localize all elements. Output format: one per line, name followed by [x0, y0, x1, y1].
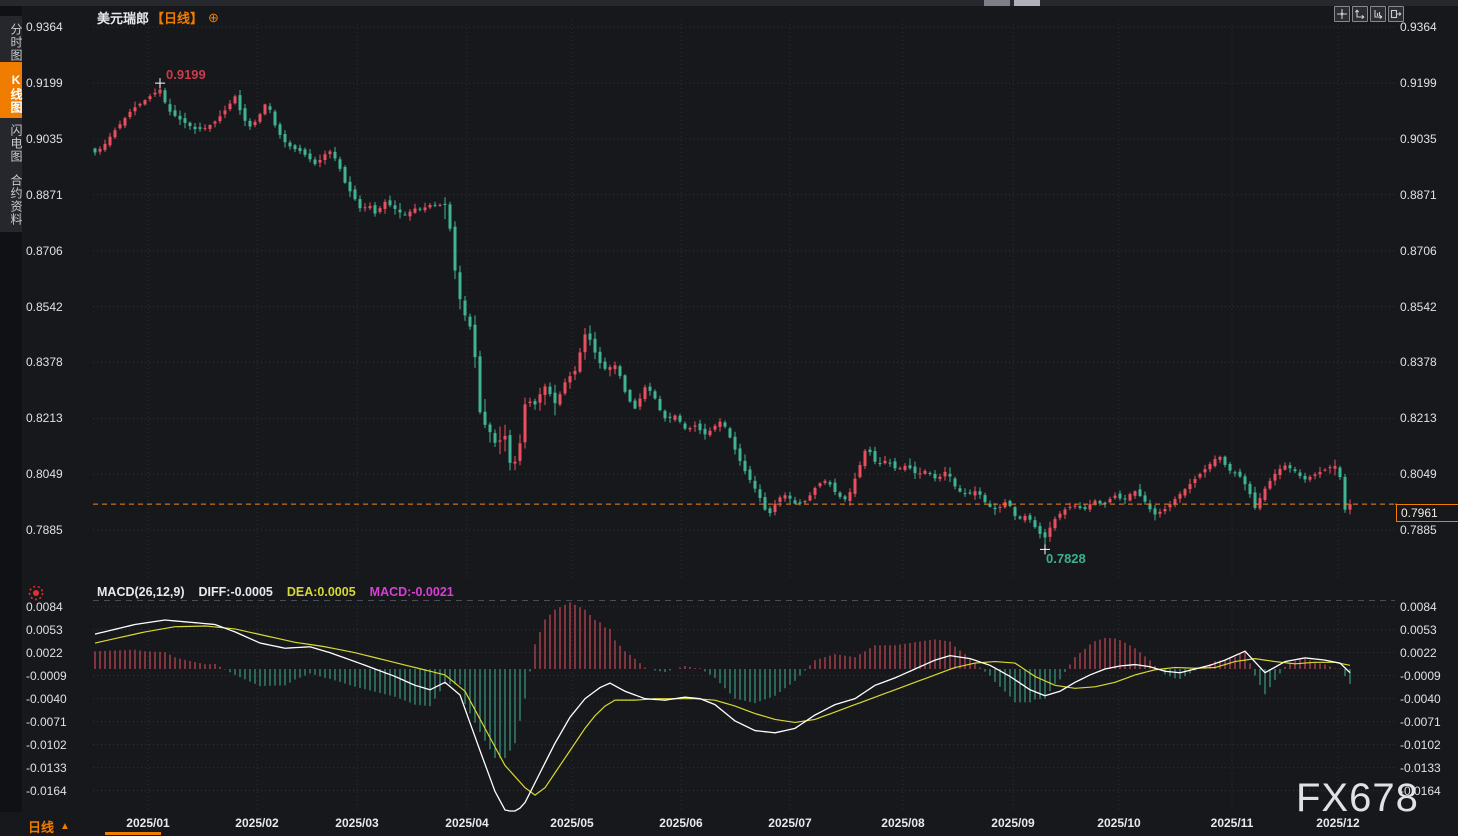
macd-dea-value: DEA:0.0005	[286, 585, 356, 599]
macd-axis-label-left: -0.0009	[26, 668, 67, 683]
price-axis-label-left: 0.9035	[26, 131, 63, 146]
macd-axis-label-left: 0.0022	[26, 645, 63, 660]
macd-axis-label-right: -0.0040	[1400, 691, 1441, 706]
macd-axis-label-left: -0.0071	[26, 714, 67, 729]
macd-axis-label-right: -0.0133	[1400, 760, 1441, 775]
x-axis-month-label: 2025/07	[768, 816, 812, 830]
period-selector-tab[interactable]: 日线 ▲	[28, 817, 70, 836]
price-axis-label-left: 0.9364	[26, 20, 63, 34]
price-axis-label-right: 0.8049	[1400, 467, 1437, 482]
x-axis-month-label: 2025/12	[1316, 816, 1360, 830]
macd-axis-label-left: -0.0133	[26, 760, 67, 775]
crosshair-move-icon[interactable]	[1334, 6, 1350, 22]
symbol-name: 美元瑞郎	[97, 11, 150, 26]
watermark-logo: FX678	[1296, 776, 1419, 820]
horizontal-scrollbar-thumb[interactable]	[105, 832, 161, 835]
macd-axis-label-left: -0.0102	[26, 737, 67, 752]
last-price-badge: 0.7961	[1396, 504, 1458, 522]
price-axis-label-right: 0.8213	[1400, 411, 1437, 426]
x-axis-month-label: 2025/03	[335, 816, 379, 830]
period-selector-label: 日线	[28, 820, 55, 835]
x-axis-month-label: 2025/08	[881, 816, 925, 830]
axis-zoom-x-icon[interactable]	[1352, 6, 1368, 22]
x-axis-month-label: 2025/05	[550, 816, 594, 830]
x-axis-month-label: 2025/06	[659, 816, 703, 830]
price-axis-label-left: 0.7885	[26, 523, 63, 537]
settings-icon[interactable]: ⊕	[208, 9, 219, 25]
price-axis-label-right: 0.9364	[1400, 20, 1437, 34]
price-axis-label-right: 0.8542	[1400, 299, 1437, 314]
x-axis-month-label: 2025/04	[445, 816, 489, 830]
macd-axis-label-left: 0.0053	[26, 622, 63, 637]
price-axis-label-right: 0.8706	[1400, 243, 1437, 258]
price-axis-label-right: 0.8871	[1400, 187, 1437, 202]
x-axis-month-label: 2025/09	[991, 816, 1035, 830]
sidebar-tab-3[interactable]: 闪电图	[0, 118, 23, 168]
x-axis-month-label: 2025/01	[126, 816, 170, 830]
macd-hist-value: MACD:-0.0021	[369, 585, 454, 599]
pan-right-icon[interactable]	[1388, 6, 1404, 22]
x-axis-month-label: 2025/11	[1210, 816, 1254, 830]
macd-diff-value: DIFF:-0.0005	[198, 585, 273, 599]
top-mini-tab-2	[1014, 0, 1040, 6]
macd-axis-label-right: -0.0102	[1400, 737, 1441, 752]
sidebar: 分时图 K线图 闪电图 合约资料	[0, 6, 23, 812]
macd-axis-label-right: 0.0053	[1400, 622, 1437, 637]
price-axis-label-right: 0.7885	[1400, 523, 1437, 537]
macd-axis-label-right: -0.0164	[1400, 783, 1441, 798]
sidebar-tab-1[interactable]: 分时图	[0, 16, 23, 68]
top-mini-tab-1	[984, 0, 1010, 6]
macd-axis-label-left: -0.0040	[26, 691, 67, 706]
price-axis-label-right: 0.9199	[1400, 76, 1437, 91]
price-axis-label-right: 0.9035	[1400, 131, 1437, 146]
macd-axis-label-right: -0.0009	[1400, 668, 1441, 683]
sidebar-tab-2[interactable]: K线图	[0, 62, 23, 124]
low-price-annotation: 0.7828	[1046, 551, 1086, 566]
chart-title: 美元瑞郎 【日线】 ⊕	[97, 8, 219, 27]
price-axis-label-left: 0.8871	[26, 187, 63, 202]
macd-axis-label-right: -0.0071	[1400, 714, 1441, 729]
macd-axis-label-left: -0.0164	[26, 783, 67, 798]
price-axis-label-left: 0.8213	[26, 411, 63, 426]
macd-axis-label-left: 0.0084	[26, 599, 63, 614]
macd-params-label: MACD(26,12,9)	[97, 585, 185, 599]
x-axis-month-label: 2025/02	[235, 816, 279, 830]
price-axis-label-left: 0.8049	[26, 467, 63, 482]
price-axis-label-left: 0.8706	[26, 243, 63, 258]
macd-axis-label-right: 0.0022	[1400, 645, 1437, 660]
price-axis-label-left: 0.8378	[26, 355, 63, 370]
macd-indicator-header: MACD(26,12,9) DIFF:-0.0005 DEA:0.0005 MA…	[97, 585, 454, 599]
x-axis-month-label: 2025/10	[1097, 816, 1141, 830]
axis-zoom-y-icon[interactable]	[1370, 6, 1386, 22]
sidebar-tab-4[interactable]: 合约资料	[0, 168, 23, 232]
top-edge-strip	[0, 0, 1458, 6]
macd-axis-label-right: 0.0084	[1400, 599, 1437, 614]
period-name: 【日线】	[151, 11, 204, 26]
chevron-up-icon: ▲	[60, 821, 70, 832]
price-axis-label-left: 0.9199	[26, 76, 63, 91]
price-axis-label-right: 0.8378	[1400, 355, 1437, 370]
price-axis-label-left: 0.8542	[26, 299, 63, 314]
live-indicator-icon	[28, 585, 44, 601]
high-price-annotation: 0.9199	[166, 67, 206, 82]
chart-toolbar	[1334, 6, 1404, 22]
